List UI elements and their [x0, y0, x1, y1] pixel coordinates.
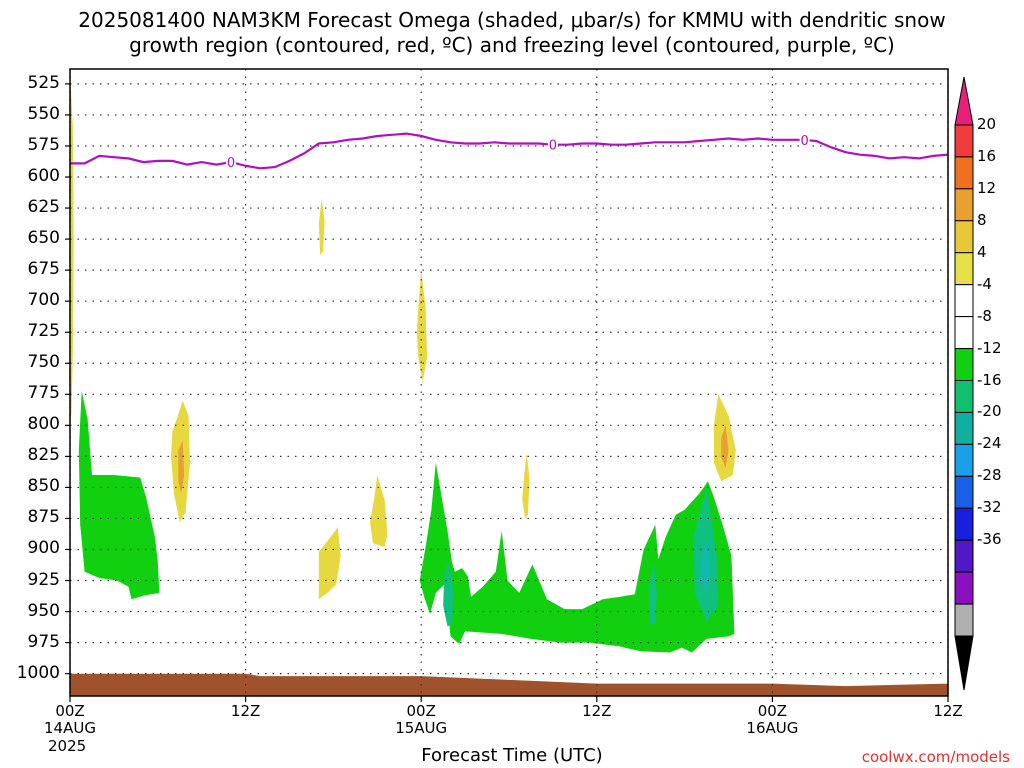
ground-surface	[70, 673, 948, 696]
colorbar-label: 4	[977, 242, 987, 261]
colorbar-label: 12	[977, 178, 997, 197]
colorbar-swatch	[954, 507, 974, 541]
y-tick-label: 725	[27, 321, 60, 342]
chart-title-line2: growth region (contoured, red, ºC) and f…	[129, 33, 895, 57]
colorbar-swatch	[954, 539, 974, 573]
freezing-level-label: 0	[549, 139, 557, 154]
colorbar-swatch	[954, 252, 974, 286]
colorbar-arrow-bottom	[954, 635, 974, 691]
omega-area	[721, 425, 729, 469]
colorbar-label: -36	[977, 530, 1002, 549]
colorbar-swatch	[954, 603, 974, 637]
colorbar-swatch	[954, 475, 974, 509]
colorbar-swatch	[954, 348, 974, 381]
x-tick-label: 00Z 15AUG	[395, 702, 448, 737]
x-tick-label: 12Z	[933, 702, 963, 720]
y-tick-label: 775	[27, 383, 60, 404]
colorbar-label: 8	[977, 210, 987, 229]
x-tick-label: 12Z	[582, 702, 612, 720]
plot-frame	[69, 68, 949, 697]
colorbar-swatch	[954, 316, 974, 350]
colorbar-swatch	[954, 156, 974, 190]
y-tick-label: 600	[27, 166, 60, 187]
freezing-level-label: 0	[227, 156, 235, 171]
omega-area	[318, 198, 325, 256]
colorbar-swatch	[954, 220, 974, 254]
y-tick-label: 850	[27, 476, 60, 497]
colorbar-label: -32	[977, 498, 1002, 517]
freezing-level-label: 0	[800, 134, 808, 149]
y-tick-label: 950	[27, 600, 60, 621]
x-tick-label: 00Z 14AUG	[44, 702, 96, 737]
x-tick-label: 12Z	[230, 702, 261, 720]
omega-area	[649, 561, 657, 624]
colorbar-label: 20	[977, 114, 997, 133]
omega-area	[522, 452, 530, 519]
freezing-label-bg	[225, 155, 236, 170]
omega-area	[78, 390, 160, 600]
y-tick-label: 925	[27, 569, 60, 590]
y-tick-label: 900	[27, 538, 60, 559]
y-tick-label: 675	[27, 259, 60, 280]
colorbar-swatch	[954, 284, 974, 318]
y-tick-label: 575	[27, 134, 60, 155]
omega-area	[416, 270, 428, 382]
y-tick-label: 825	[27, 445, 60, 466]
colorbar-label: 16	[977, 146, 997, 165]
y-tick-label: 650	[27, 228, 60, 249]
y-tick-label: 700	[27, 290, 60, 311]
omega-area	[178, 440, 185, 494]
y-tick-label: 750	[27, 352, 60, 373]
omega-area	[370, 475, 388, 547]
colorbar-label: -8	[977, 306, 992, 325]
colorbar-swatch	[954, 571, 974, 605]
x-tick-year-label: 2025	[48, 737, 87, 755]
omega-area	[443, 561, 454, 627]
omega-area	[70, 69, 74, 426]
y-tick-label: 800	[27, 414, 60, 435]
colorbar-arrow-top	[954, 76, 974, 126]
freezing-label-bg	[799, 133, 810, 148]
freezing-label-bg	[547, 137, 558, 152]
colorbar-swatch	[954, 380, 974, 413]
x-tick-label: 00Z 16AUG	[746, 702, 799, 737]
colorbar-label: -20	[977, 402, 1002, 421]
colorbar-label: -24	[977, 434, 1002, 453]
colorbar-label: -12	[977, 338, 1002, 357]
chart-title-line1: 2025081400 NAM3KM Forecast Omega (shaded…	[78, 8, 946, 32]
colorbar-swatch	[954, 411, 974, 445]
x-axis-title: Forecast Time (UTC)	[421, 745, 603, 766]
colorbar-label: -4	[977, 274, 992, 293]
colorbar-swatch	[954, 443, 974, 477]
y-tick-label: 875	[27, 507, 60, 528]
y-tick-label: 550	[27, 103, 60, 124]
omega-area	[318, 527, 341, 600]
y-tick-label: 525	[27, 72, 60, 93]
y-tick-label: 975	[27, 631, 60, 652]
omega-area	[700, 537, 711, 593]
credit-link[interactable]: coolwx.com/models	[861, 748, 1010, 766]
colorbar-swatch	[954, 124, 974, 158]
colorbar-swatch	[954, 188, 974, 222]
colorbar-label: -16	[977, 370, 1002, 389]
colorbar-label: -28	[977, 466, 1002, 485]
y-tick-label: 625	[27, 197, 60, 218]
y-tick-label: 1000	[16, 662, 60, 683]
